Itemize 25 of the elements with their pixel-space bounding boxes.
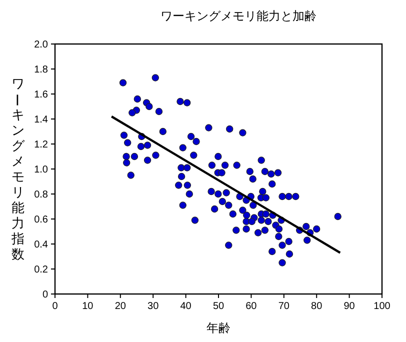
x-tick-label: 60 bbox=[246, 301, 258, 312]
x-tick-label: 10 bbox=[82, 301, 94, 312]
x-tick-label: 50 bbox=[212, 301, 224, 312]
x-tick-label: 100 bbox=[374, 301, 391, 312]
x-axis-title: 年齢 bbox=[206, 321, 230, 335]
y-tick-label: 0.6 bbox=[34, 214, 48, 226]
text: ワーキングメモリ能力指数 bbox=[10, 76, 24, 262]
x-tick-label: 70 bbox=[278, 301, 290, 312]
x-tick-label: 40 bbox=[180, 301, 192, 312]
y-tick-label: 0.4 bbox=[34, 240, 48, 250]
y-tick-label: 1.6 bbox=[34, 90, 48, 100]
y-tick-label: 1.8 bbox=[34, 64, 48, 76]
y-tick-label: 0 bbox=[42, 290, 48, 300]
x-tick-label: 90 bbox=[344, 301, 356, 312]
x-tick-label: 0 bbox=[52, 301, 58, 312]
x-tick-label: 30 bbox=[148, 301, 160, 312]
y-tick-label: 2.0 bbox=[34, 40, 48, 50]
y-tick-label: 1.0 bbox=[34, 164, 48, 176]
chart-title: ワーキングメモリ能力と加齢 bbox=[160, 9, 316, 23]
y-tick-label: 0.8 bbox=[34, 190, 48, 200]
y-tick-label: 1.4 bbox=[34, 114, 48, 126]
x-tick-label: 20 bbox=[114, 301, 126, 312]
y-tick-label: 1.2 bbox=[34, 140, 48, 150]
x-tick-label: 80 bbox=[311, 301, 323, 312]
y-tick-label: 0.2 bbox=[34, 264, 48, 276]
